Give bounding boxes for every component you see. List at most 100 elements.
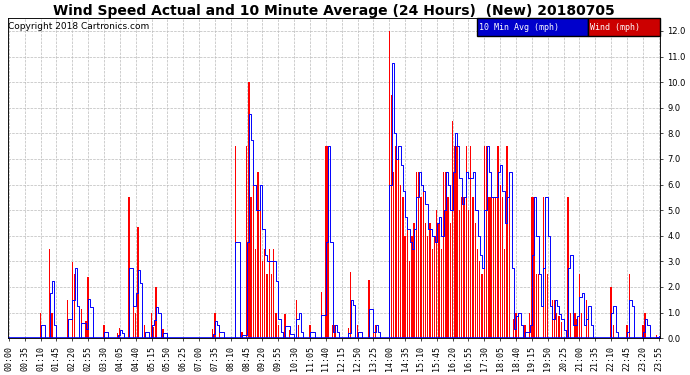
Bar <box>413 223 415 338</box>
Bar <box>529 313 531 338</box>
Bar <box>581 313 582 338</box>
Bar <box>85 321 86 338</box>
Bar <box>466 146 467 338</box>
Bar <box>429 223 431 338</box>
Bar <box>328 146 329 338</box>
Bar <box>298 326 299 338</box>
Bar <box>556 313 558 338</box>
Bar <box>450 223 451 338</box>
Bar <box>538 274 540 338</box>
Bar <box>570 313 571 338</box>
Bar <box>502 197 503 338</box>
Bar <box>567 197 569 338</box>
Bar <box>40 313 41 338</box>
Bar <box>457 146 458 338</box>
Bar <box>558 316 560 338</box>
Bar <box>441 249 442 338</box>
Bar <box>468 210 469 338</box>
Bar <box>497 146 499 338</box>
Bar <box>531 197 533 338</box>
Bar <box>545 197 546 338</box>
Bar <box>420 197 422 338</box>
Bar <box>250 197 252 338</box>
Bar <box>368 280 370 338</box>
Bar <box>393 172 395 338</box>
Bar <box>49 249 50 338</box>
Bar <box>296 300 297 338</box>
Bar <box>104 326 105 338</box>
Bar <box>479 261 480 338</box>
Bar <box>577 319 578 338</box>
Bar <box>416 172 417 338</box>
Bar <box>425 223 426 338</box>
Bar <box>271 274 272 338</box>
Bar <box>151 313 152 338</box>
Bar <box>656 335 657 338</box>
Bar <box>309 326 310 338</box>
Bar <box>88 277 89 338</box>
Text: Wind (mph): Wind (mph) <box>590 22 640 32</box>
Bar <box>542 197 544 338</box>
Bar <box>162 328 164 338</box>
Bar <box>255 249 257 338</box>
Bar <box>434 236 435 338</box>
Bar <box>579 274 580 338</box>
Bar <box>81 309 82 338</box>
Bar <box>506 146 508 338</box>
Bar <box>266 274 268 338</box>
Bar <box>484 146 485 338</box>
Bar <box>513 320 515 338</box>
Bar <box>463 197 464 338</box>
Bar <box>241 332 243 338</box>
Bar <box>574 313 575 338</box>
Bar <box>418 172 420 338</box>
Bar <box>397 146 399 338</box>
Bar <box>153 327 155 338</box>
Bar <box>155 287 157 338</box>
Bar <box>246 146 247 338</box>
Bar <box>264 249 266 338</box>
Bar <box>452 121 453 338</box>
Bar <box>482 274 483 338</box>
Bar <box>117 333 118 338</box>
Bar <box>253 172 254 338</box>
Bar <box>431 249 433 338</box>
Bar <box>119 328 121 338</box>
Bar <box>74 274 75 338</box>
Bar <box>509 197 510 338</box>
Bar <box>475 223 476 338</box>
Bar <box>212 329 213 338</box>
Bar <box>613 326 614 338</box>
Bar <box>400 184 402 338</box>
Bar <box>422 184 424 338</box>
Bar <box>629 274 630 338</box>
Bar <box>588 313 589 338</box>
Bar <box>219 326 220 338</box>
Bar <box>334 326 335 338</box>
Bar <box>518 313 519 338</box>
Bar <box>332 326 333 338</box>
Bar <box>443 172 444 338</box>
Bar <box>259 197 261 338</box>
Bar <box>459 210 460 338</box>
Bar <box>411 236 413 338</box>
Bar <box>275 313 277 338</box>
Bar <box>235 146 236 338</box>
Bar <box>627 326 628 338</box>
Bar <box>515 313 517 338</box>
Bar <box>461 197 462 338</box>
Bar <box>642 326 644 338</box>
Bar <box>495 197 496 338</box>
Bar <box>554 300 555 338</box>
Bar <box>491 197 492 338</box>
Bar <box>391 95 392 338</box>
Bar <box>348 327 349 338</box>
Bar <box>357 326 358 338</box>
Bar <box>395 146 397 338</box>
Bar <box>289 330 290 338</box>
Bar <box>551 300 553 338</box>
Bar <box>427 236 428 338</box>
Bar <box>214 313 215 338</box>
Bar <box>477 249 478 338</box>
Bar <box>535 274 537 338</box>
